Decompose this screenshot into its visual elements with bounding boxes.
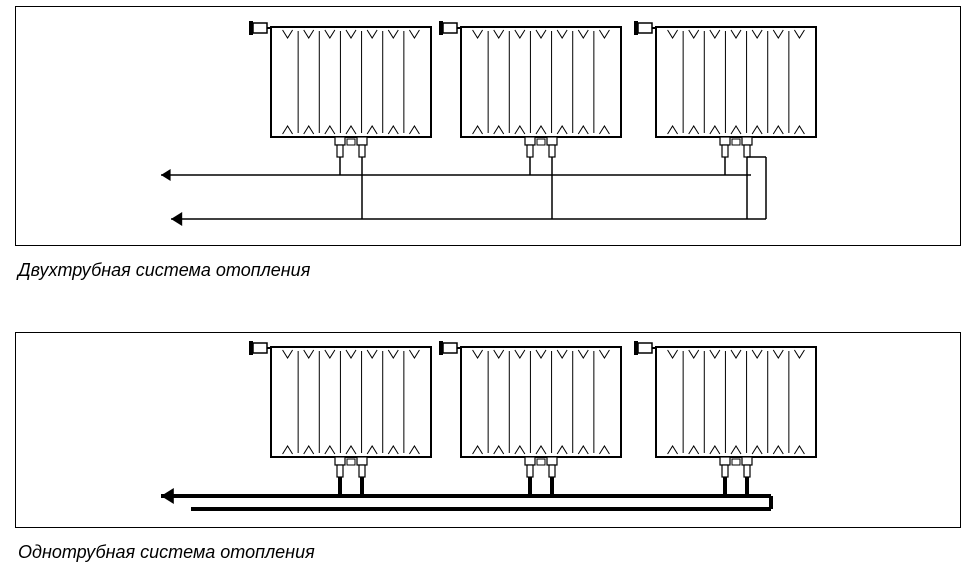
thermostatic-valve-icon: [439, 21, 461, 35]
bottom-valves-icon: [525, 457, 557, 477]
bottom-valves-icon: [720, 457, 752, 477]
radiator: [634, 21, 816, 157]
radiator: [634, 341, 816, 477]
thermostatic-valve-icon: [439, 341, 461, 355]
page: Двухтрубная система отопления Однотрубна…: [0, 0, 974, 587]
main-pipe: [161, 477, 771, 509]
thermostatic-valve-icon: [249, 341, 271, 355]
radiator: [439, 21, 621, 157]
one-pipe-diagram: [16, 333, 960, 527]
two-pipe-diagram: [16, 7, 960, 245]
return-pipe: [171, 157, 766, 226]
radiator: [249, 341, 431, 477]
bottom-valves-icon: [335, 137, 367, 157]
bottom-valves-icon: [335, 457, 367, 477]
thermostatic-valve-icon: [634, 21, 656, 35]
radiator: [439, 341, 621, 477]
thermostatic-valve-icon: [249, 21, 271, 35]
supply-pipe: [161, 157, 751, 181]
bottom-valves-icon: [525, 137, 557, 157]
two-pipe-panel: [15, 6, 961, 246]
thermostatic-valve-icon: [634, 341, 656, 355]
two-pipe-caption: Двухтрубная система отопления: [18, 260, 310, 281]
radiator: [249, 21, 431, 157]
one-pipe-panel: [15, 332, 961, 528]
one-pipe-caption: Однотрубная система отопления: [18, 542, 315, 563]
bottom-valves-icon: [720, 137, 752, 157]
